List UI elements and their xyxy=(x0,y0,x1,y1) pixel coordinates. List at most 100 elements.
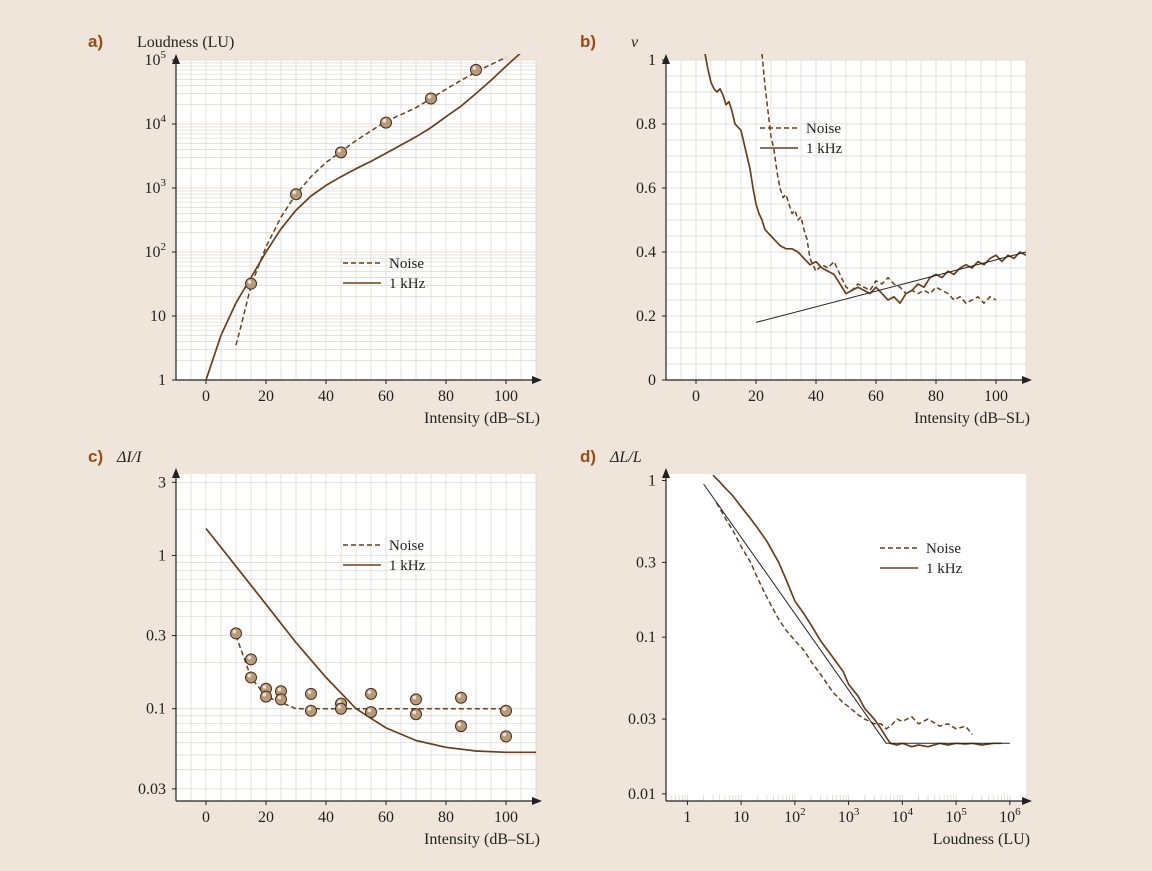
data-point xyxy=(365,687,377,700)
x-tick-label: 20 xyxy=(748,388,764,405)
y-axis-arrow xyxy=(662,54,670,64)
plot-area: 1 10 102 103 104 105 106 0.01 0.03 0.1 0.3 1 Noise 1 … xyxy=(628,468,1032,826)
panel-label: d) xyxy=(580,447,596,466)
y-tick-label: 0 xyxy=(648,372,656,389)
y-axis-title: Loudness (LU) xyxy=(137,34,234,51)
series-line-1-khz xyxy=(205,527,536,754)
y-tick-label: 0.2 xyxy=(636,308,656,325)
x-tick-label: 100 xyxy=(984,388,1008,405)
data-point-highlight xyxy=(292,190,297,195)
data-point xyxy=(305,704,317,717)
legend-label: Noise xyxy=(926,541,961,557)
y-axis-arrow xyxy=(172,54,180,64)
series-layer xyxy=(205,527,536,754)
x-axis-title: Intensity (dB–SL) xyxy=(424,831,540,848)
x-tick-label: 10 xyxy=(733,809,749,826)
y-tick-label: 0.03 xyxy=(138,781,166,798)
x-tick-label: 20 xyxy=(258,809,274,826)
series-line-noise xyxy=(235,635,506,710)
y-tick-label: 104 xyxy=(145,113,167,133)
data-point xyxy=(230,627,242,640)
data-point-highlight xyxy=(502,732,507,737)
legend-label: 1 kHz xyxy=(926,561,963,577)
data-point-highlight xyxy=(457,694,462,698)
x-axis-arrow xyxy=(1022,797,1032,805)
x-tick-label: 100 xyxy=(494,388,518,405)
x-tick-label: 102 xyxy=(784,806,806,826)
x-axis-arrow xyxy=(532,376,542,384)
panel-c: c) ΔI/I Intensity (dB–SL) 0 20 40 60 80 100 0.… xyxy=(88,447,542,848)
y-tick-label: 1 xyxy=(158,372,166,389)
x-tick-label: 80 xyxy=(438,388,454,405)
y-axis-title: ΔL/L xyxy=(609,449,642,466)
y-tick-label: 1 xyxy=(648,472,656,489)
legend-label: 1 kHz xyxy=(806,141,843,157)
x-axis-arrow xyxy=(532,797,542,805)
y-tick-label: 0.3 xyxy=(636,554,656,571)
data-point-highlight xyxy=(472,66,477,70)
data-point xyxy=(365,706,377,719)
x-tick-label: 103 xyxy=(838,806,860,826)
data-point-highlight xyxy=(412,695,417,700)
x-tick-label: 60 xyxy=(868,388,884,405)
data-point xyxy=(500,704,512,717)
panel-d: d) ΔL/L Loudness (LU) 1 10 102 103 104 105 106… xyxy=(580,447,1032,848)
panel-b: b) ν Intensity (dB–SL) 0 20 40 60 80 10000.20… xyxy=(580,32,1032,427)
y-tick-label: 3 xyxy=(158,474,166,491)
series-layer xyxy=(703,474,1010,748)
legend-label: Noise xyxy=(389,538,424,554)
legend-label: Noise xyxy=(389,256,424,272)
data-point-highlight xyxy=(367,708,372,713)
x-tick-label: 0 xyxy=(692,388,700,405)
data-point-highlight xyxy=(337,705,342,709)
x-tick-label: 104 xyxy=(892,806,914,826)
data-point xyxy=(380,116,392,129)
data-point-highlight xyxy=(307,707,312,711)
legend-label: Noise xyxy=(806,121,841,137)
data-point xyxy=(455,691,467,704)
panel-label: c) xyxy=(88,447,103,466)
series-line-noise xyxy=(235,56,507,346)
data-point-highlight xyxy=(277,687,282,692)
x-tick-label: 40 xyxy=(318,809,334,826)
x-tick-label: 1 xyxy=(683,809,691,826)
x-tick-label: 105 xyxy=(945,806,967,826)
y-tick-label: 0.3 xyxy=(146,628,166,645)
plot-area: 0 20 40 60 80 100 0.03 0.1 0.3 1 3 Noise 1 kHz xyxy=(138,468,542,826)
y-tick-label: 102 xyxy=(145,241,167,261)
data-point xyxy=(335,146,347,159)
data-point xyxy=(470,63,482,76)
y-tick-label: 0.03 xyxy=(628,711,656,728)
data-point xyxy=(305,687,317,700)
x-axis-arrow xyxy=(1022,376,1032,384)
panel-a: a) Loudness (LU) Intensity (dB–SL) 0 20 40… xyxy=(88,32,542,427)
legend-label: 1 kHz xyxy=(389,558,426,574)
data-point-highlight xyxy=(262,692,267,697)
y-axis-title: ν xyxy=(631,34,639,51)
data-point-highlight xyxy=(412,710,417,715)
panel-label: a) xyxy=(88,32,103,51)
data-point xyxy=(410,693,422,706)
data-point-highlight xyxy=(337,148,342,153)
data-point xyxy=(335,702,347,715)
y-axis-arrow xyxy=(172,468,180,478)
data-point xyxy=(500,730,512,743)
panel-label: b) xyxy=(580,32,596,51)
y-axis-arrow xyxy=(662,468,670,478)
x-tick-label: 0 xyxy=(202,388,210,405)
series-line-noise xyxy=(715,502,973,735)
data-point xyxy=(275,693,287,706)
series-line-1-khz xyxy=(205,54,521,380)
plot-area: 0 20 40 60 80 100 1 10 102 103 104 105 Noise 1 kHz xyxy=(145,49,542,405)
data-point xyxy=(425,92,437,105)
data-point-highlight xyxy=(337,700,342,704)
y-tick-label: 0.6 xyxy=(636,180,656,197)
y-tick-label: 0.1 xyxy=(146,701,166,718)
y-tick-label: 0.01 xyxy=(628,786,656,803)
series-line-1-khz xyxy=(712,474,1002,748)
x-tick-label: 40 xyxy=(808,388,824,405)
data-point xyxy=(410,708,422,721)
x-tick-label: 0 xyxy=(202,809,210,826)
y-tick-label: 105 xyxy=(145,49,167,69)
